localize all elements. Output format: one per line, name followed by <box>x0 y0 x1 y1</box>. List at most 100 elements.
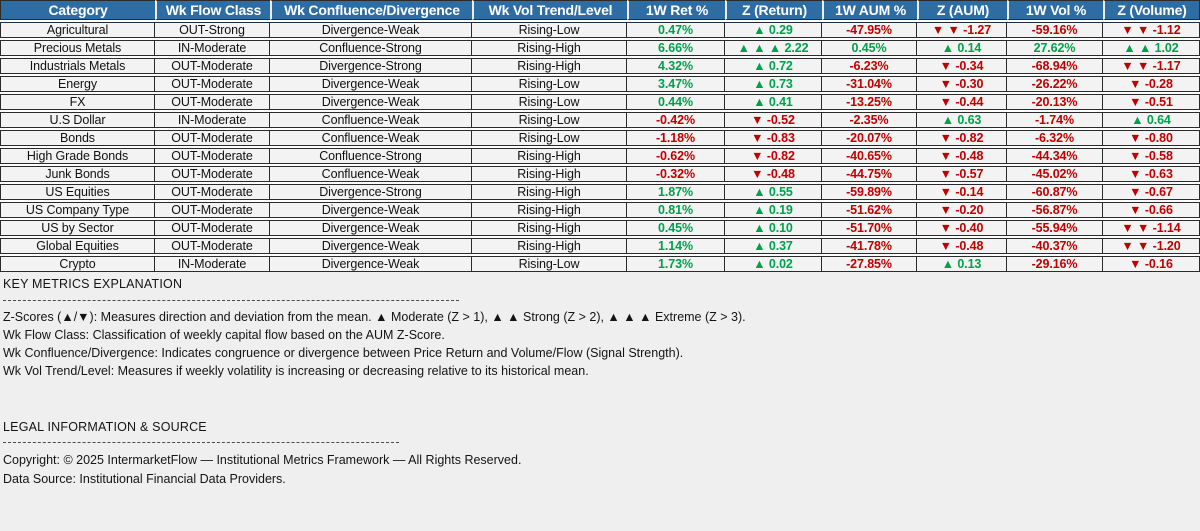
cell-confluence-divergence: Divergence-Weak <box>270 238 472 254</box>
cell-category: Agricultural <box>0 22 155 38</box>
confluence-explanation-line: Wk Confluence/Divergence: Indicates cong… <box>3 346 684 360</box>
cell-z-aum: ▲ 0.13 <box>917 256 1007 272</box>
cell-confluence-divergence: Divergence-Strong <box>270 58 472 74</box>
cell-z-volume: ▼ -0.80 <box>1103 130 1200 146</box>
cell-z-volume: ▼ -0.63 <box>1103 166 1200 182</box>
table-row: Agricultural OUT-Strong Divergence-Weak Ris… <box>0 22 1200 38</box>
cell-z-aum: ▼ -0.57 <box>917 166 1007 182</box>
cell-z-return: ▲ 0.41 <box>725 94 822 110</box>
cell-z-return: ▲ 0.73 <box>725 76 822 92</box>
column-header: Z (Volume) <box>1103 0 1200 20</box>
cell-1w-aum: 0.45% <box>822 40 917 56</box>
column-header: Z (Return) <box>725 0 822 20</box>
cell-category: Bonds <box>0 130 155 146</box>
cell-z-return: ▲ 0.55 <box>725 184 822 200</box>
cell-z-aum: ▼ ▼ -1.27 <box>917 22 1007 38</box>
copyright-line: Copyright: © 2025 IntermarketFlow — Inst… <box>3 453 522 467</box>
table-row: FX OUT-Moderate Divergence-Weak Rising-Low 0… <box>0 94 1200 110</box>
cell-1w-vol: -29.16% <box>1007 256 1103 272</box>
vol-trend-explanation-line: Wk Vol Trend/Level: Measures if weekly v… <box>3 364 589 378</box>
column-header: Wk Vol Trend/Level <box>472 0 627 20</box>
cell-1w-aum: -51.70% <box>822 220 917 236</box>
cell-1w-ret: -1.18% <box>627 130 725 146</box>
cell-z-aum: ▼ -0.44 <box>917 94 1007 110</box>
cell-vol-trend-level: Rising-Low <box>472 256 627 272</box>
table-row: Bonds OUT-Moderate Confluence-Weak Rising-L… <box>0 130 1200 146</box>
cell-1w-vol: -59.16% <box>1007 22 1103 38</box>
cell-1w-aum: -6.23% <box>822 58 917 74</box>
cell-category: High Grade Bonds <box>0 148 155 164</box>
cell-1w-vol: -26.22% <box>1007 76 1103 92</box>
metrics-table-body: Agricultural OUT-Strong Divergence-Weak Ris… <box>0 22 1200 272</box>
cell-1w-ret: 1.14% <box>627 238 725 254</box>
cell-1w-aum: -40.65% <box>822 148 917 164</box>
cell-1w-aum: -51.62% <box>822 202 917 218</box>
cell-1w-aum: -44.75% <box>822 166 917 182</box>
cell-1w-vol: -55.94% <box>1007 220 1103 236</box>
cell-1w-ret: -0.32% <box>627 166 725 182</box>
table-row: Crypto IN-Moderate Divergence-Weak Rising-L… <box>0 256 1200 272</box>
metrics-table-container: Category Wk Flow Class Wk Confluence/Diver… <box>0 0 1200 272</box>
cell-z-volume: ▲ 0.64 <box>1103 112 1200 128</box>
cell-z-return: ▲ ▲ ▲ 2.22 <box>725 40 822 56</box>
table-row: Industrials Metals OUT-Moderate Divergence… <box>0 58 1200 74</box>
cell-z-return: ▲ 0.10 <box>725 220 822 236</box>
column-header: 1W Vol % <box>1007 0 1103 20</box>
cell-vol-trend-level: Rising-Low <box>472 22 627 38</box>
cell-1w-vol: -56.87% <box>1007 202 1103 218</box>
cell-confluence-divergence: Confluence-Strong <box>270 40 472 56</box>
cell-z-volume: ▼ ▼ -1.17 <box>1103 58 1200 74</box>
cell-z-volume: ▼ -0.58 <box>1103 148 1200 164</box>
cell-flow-class: OUT-Moderate <box>155 58 270 74</box>
column-header: 1W Ret % <box>627 0 725 20</box>
cell-1w-vol: -1.74% <box>1007 112 1103 128</box>
table-row: High Grade Bonds OUT-Moderate Confluence-S… <box>0 148 1200 164</box>
cell-z-aum: ▼ -0.82 <box>917 130 1007 146</box>
cell-1w-ret: 0.44% <box>627 94 725 110</box>
cell-1w-ret: 1.87% <box>627 184 725 200</box>
column-header: Z (AUM) <box>917 0 1007 20</box>
cell-confluence-divergence: Divergence-Weak <box>270 94 472 110</box>
cell-flow-class: OUT-Moderate <box>155 94 270 110</box>
cell-flow-class: OUT-Moderate <box>155 166 270 182</box>
cell-z-volume: ▼ ▼ -1.20 <box>1103 238 1200 254</box>
cell-confluence-divergence: Confluence-Weak <box>270 166 472 182</box>
cell-1w-aum: -20.07% <box>822 130 917 146</box>
cell-category: Precious Metals <box>0 40 155 56</box>
cell-confluence-divergence: Confluence-Weak <box>270 112 472 128</box>
cell-vol-trend-level: Rising-Low <box>472 130 627 146</box>
cell-1w-ret: 1.73% <box>627 256 725 272</box>
cell-1w-vol: 27.62% <box>1007 40 1103 56</box>
cell-category: US Equities <box>0 184 155 200</box>
cell-1w-vol: -68.94% <box>1007 58 1103 74</box>
key-metrics-separator-line <box>3 300 459 301</box>
cell-vol-trend-level: Rising-High <box>472 238 627 254</box>
cell-1w-aum: -2.35% <box>822 112 917 128</box>
cell-vol-trend-level: Rising-High <box>472 202 627 218</box>
cell-category: Global Equities <box>0 238 155 254</box>
cell-confluence-divergence: Confluence-Weak <box>270 130 472 146</box>
cell-1w-ret: 6.66% <box>627 40 725 56</box>
cell-confluence-divergence: Divergence-Weak <box>270 76 472 92</box>
cell-1w-vol: -60.87% <box>1007 184 1103 200</box>
cell-z-aum: ▼ -0.14 <box>917 184 1007 200</box>
cell-1w-ret: -0.62% <box>627 148 725 164</box>
cell-vol-trend-level: Rising-Low <box>472 112 627 128</box>
cell-confluence-divergence: Divergence-Strong <box>270 184 472 200</box>
cell-vol-trend-level: Rising-High <box>472 58 627 74</box>
cell-flow-class: OUT-Strong <box>155 22 270 38</box>
cell-z-volume: ▼ ▼ -1.14 <box>1103 220 1200 236</box>
cell-flow-class: OUT-Moderate <box>155 130 270 146</box>
legal-separator-line <box>3 442 399 443</box>
cell-z-aum: ▼ -0.40 <box>917 220 1007 236</box>
cell-z-return: ▼ -0.83 <box>725 130 822 146</box>
data-source-line: Data Source: Institutional Financial Dat… <box>3 472 286 486</box>
cell-flow-class: OUT-Moderate <box>155 202 270 218</box>
cell-z-volume: ▼ -0.66 <box>1103 202 1200 218</box>
cell-z-volume: ▼ -0.28 <box>1103 76 1200 92</box>
cell-flow-class: OUT-Moderate <box>155 148 270 164</box>
table-header-row: Category Wk Flow Class Wk Confluence/Diver… <box>0 0 1200 20</box>
cell-1w-aum: -27.85% <box>822 256 917 272</box>
cell-z-return: ▲ 0.29 <box>725 22 822 38</box>
cell-z-return: ▼ -0.82 <box>725 148 822 164</box>
